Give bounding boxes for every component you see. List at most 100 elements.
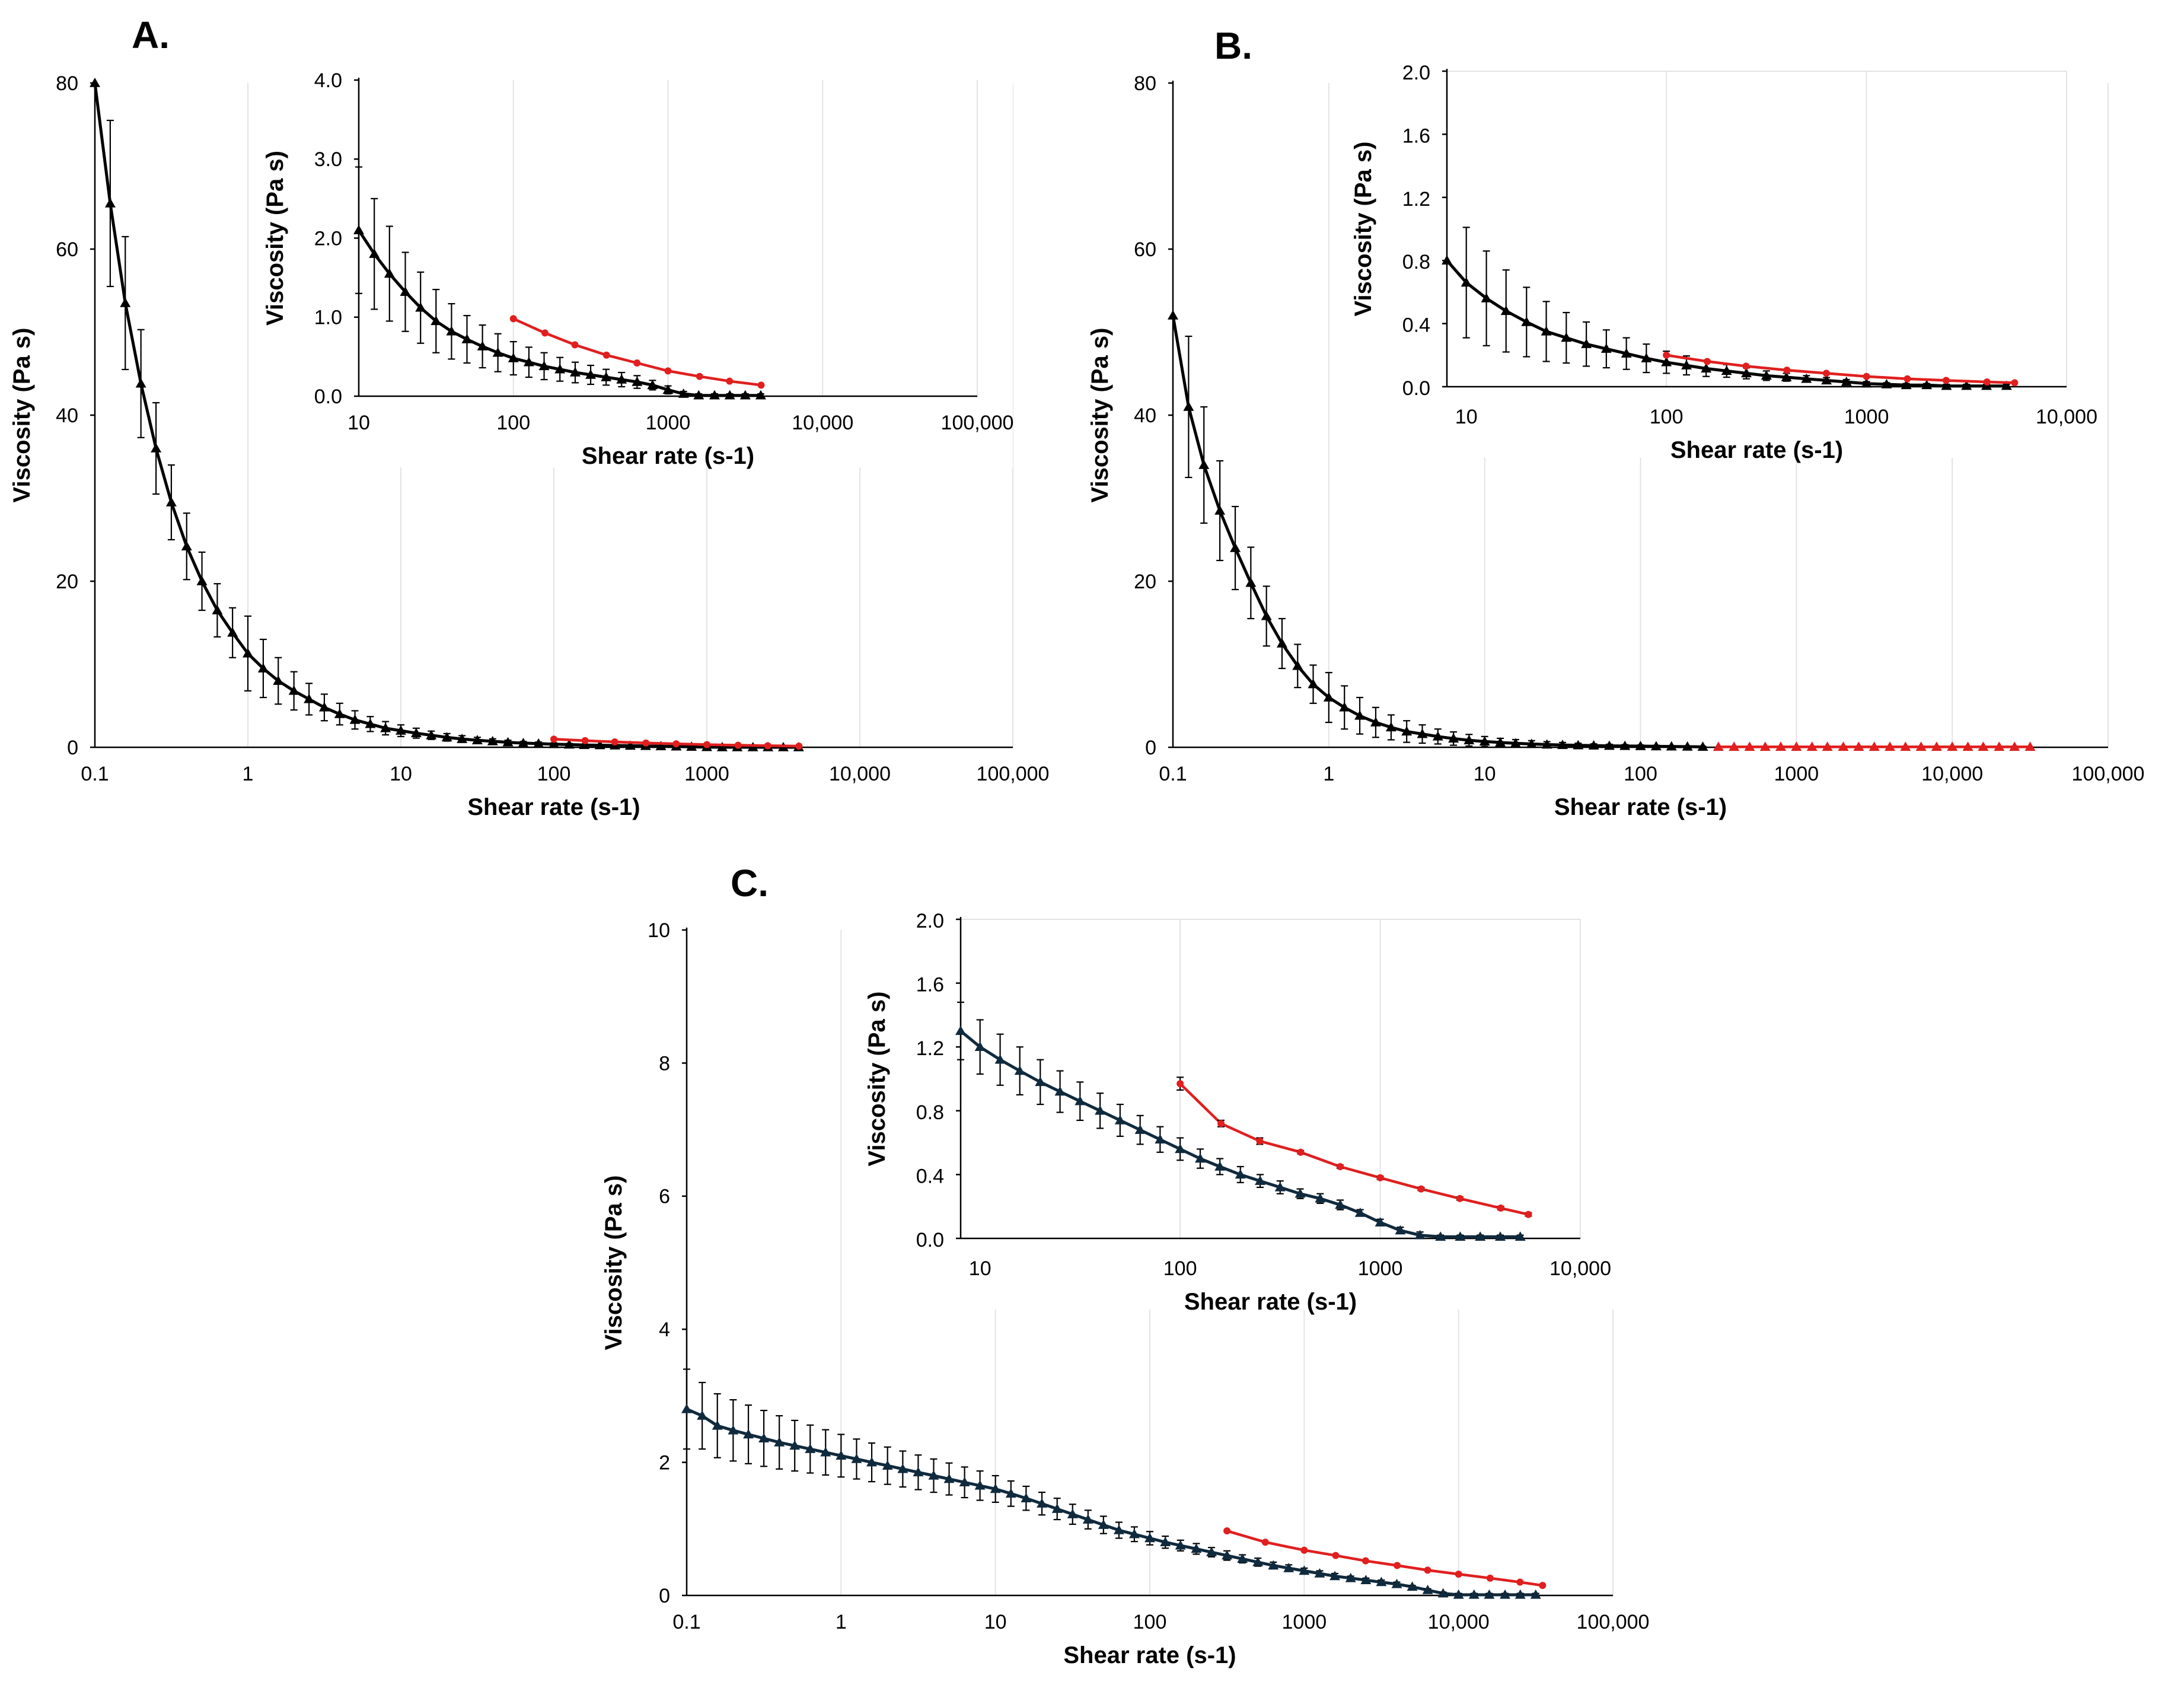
data-point (1360, 1575, 1372, 1584)
data-point (601, 372, 612, 381)
data-point (1915, 741, 1927, 751)
data-point (757, 381, 765, 389)
y-tick-label: 0.8 (916, 1101, 944, 1124)
y-tick-label: 0.4 (1402, 314, 1430, 337)
data-point (1401, 726, 1413, 736)
data-point (353, 225, 364, 234)
x-tick-label: 0.1 (81, 763, 109, 785)
data-point (755, 390, 766, 400)
data-point (1329, 1571, 1341, 1581)
data-point (90, 78, 100, 87)
data-point (227, 627, 238, 637)
data-point (805, 1444, 816, 1453)
data-point (1395, 1225, 1406, 1235)
data-point (1376, 1174, 1384, 1181)
data-point (579, 740, 590, 749)
x-tick-label: 0.1 (672, 1611, 700, 1633)
data-point (1983, 378, 1991, 386)
data-point (508, 353, 519, 362)
data-point (1962, 741, 1973, 751)
data-point (1468, 1589, 1480, 1599)
y-tick-label: 1.6 (1402, 125, 1430, 147)
data-point (1332, 1552, 1340, 1559)
data-point (1261, 1539, 1269, 1546)
data-point (1486, 1574, 1494, 1582)
data-point (1942, 377, 1950, 384)
data-point (569, 367, 581, 377)
data-point (1921, 380, 1933, 390)
data-point (1515, 1231, 1526, 1241)
series-red (1663, 351, 2019, 387)
data-point (693, 390, 704, 400)
data-point (2011, 379, 2019, 387)
data-point (774, 1436, 785, 1447)
data-point (1666, 741, 1677, 751)
data-point (1308, 679, 1319, 689)
data-point (1222, 1550, 1233, 1560)
data-point (1479, 736, 1490, 746)
data-point (1500, 305, 1512, 316)
x-tick-label: 1000 (1282, 1611, 1327, 1633)
data-point (1435, 1231, 1446, 1241)
data-point (1740, 368, 1752, 378)
data-point (1650, 741, 1662, 751)
data-point (369, 249, 380, 258)
data-point (1114, 1114, 1126, 1125)
data-point (672, 740, 680, 748)
data-point (1464, 735, 1475, 744)
data-point (697, 1410, 708, 1420)
data-point (1394, 1562, 1401, 1569)
data-point (1442, 255, 1452, 265)
series-black (90, 78, 804, 751)
data-point (1375, 1217, 1386, 1227)
data-point (1978, 741, 1989, 751)
data-point (1600, 343, 1612, 353)
data-point (563, 739, 575, 749)
data-point (1494, 1231, 1506, 1241)
data-point (585, 370, 597, 379)
x-tick-label: 10 (390, 763, 412, 785)
y-tick-label: 0.8 (1402, 251, 1430, 273)
data-point (1391, 1578, 1402, 1588)
data-point (1230, 543, 1241, 552)
data-point (457, 734, 468, 743)
data-point (1021, 1493, 1032, 1502)
data-point (1292, 660, 1303, 670)
data-point (1841, 377, 1852, 386)
data-point (1455, 1571, 1462, 1578)
y-tick-label: 0.0 (916, 1229, 944, 1251)
data-point (1500, 1589, 1511, 1599)
data-point (664, 367, 672, 375)
data-point (1821, 375, 1832, 385)
series-red (509, 315, 765, 389)
data-point (1781, 372, 1792, 381)
data-point (758, 1433, 770, 1442)
x-axis-title: Shear rate (s-1) (467, 794, 640, 820)
data-point (1223, 1527, 1231, 1535)
data-point (1581, 339, 1592, 348)
data-point (789, 1440, 801, 1450)
x-tick-label: 1000 (1358, 1257, 1403, 1280)
x-tick-label: 100,000 (941, 412, 1014, 434)
y-tick-label: 1.2 (1402, 188, 1430, 211)
series-line (1666, 353, 2015, 384)
data-point (866, 1457, 878, 1467)
data-point (739, 390, 751, 400)
data-point (1300, 1546, 1308, 1554)
data-point (1095, 1105, 1106, 1115)
y-tick-label: 80 (1134, 72, 1156, 95)
y-tick-label: 8 (659, 1052, 670, 1075)
data-point (523, 356, 534, 367)
b-inset-chart: 0.0 0.4 0.8 1.2 1.6 2.0 10 100 1000 10,000 Shear r… (1350, 59, 2102, 463)
data-point (1881, 379, 1892, 388)
data-point (642, 739, 650, 747)
y-axis-title: Viscosity (Pa s) (9, 328, 35, 503)
data-point (764, 742, 771, 750)
data-point (1299, 1565, 1310, 1575)
x-tick-label: 10 (969, 1257, 991, 1280)
data-point (243, 648, 253, 658)
data-point (820, 1447, 831, 1457)
y-tick-label: 1.2 (916, 1037, 944, 1060)
data-point (1274, 1181, 1286, 1192)
